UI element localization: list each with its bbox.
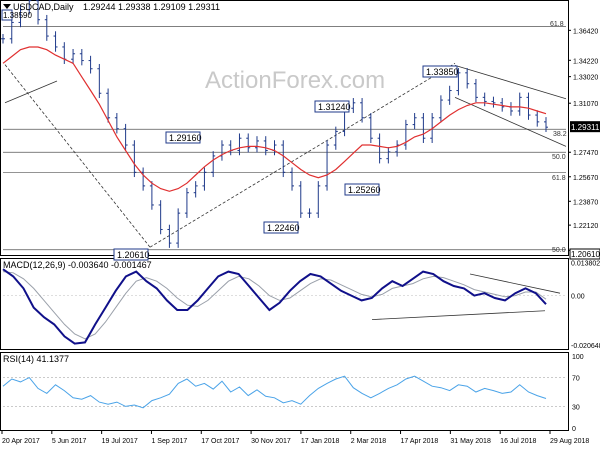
trendline-left: [4, 80, 58, 104]
annotation-1-33850: 1.33850: [422, 65, 459, 78]
annotation-label: 1.33850: [426, 67, 459, 77]
macd-tick-label: -0.020648: [571, 343, 600, 350]
current-price-label: 1.29311: [571, 123, 600, 132]
price-tick-label: 1.34220: [573, 58, 598, 65]
current-price-box: [570, 121, 600, 133]
x-tick-label: 17 Jan 2018: [301, 438, 340, 445]
rsi-tick-label: 30: [572, 404, 580, 411]
rsi-tick-label: 0: [572, 426, 576, 433]
annotation-1-22460: 1.22460: [263, 221, 300, 234]
price-tick-label: 1.22120: [573, 223, 598, 230]
rsi-tick-label: 70: [572, 376, 580, 383]
channel-lower: [454, 96, 567, 147]
trendline-dashed-up: [149, 62, 456, 248]
macd-signal-line: [2, 271, 547, 340]
rsi-title: RSI(14) 41.1377: [3, 354, 69, 364]
annotation-label: 1.29160: [169, 133, 202, 143]
annotation-label: 1.38590: [3, 11, 32, 20]
x-tick-label: 5 Jun 2017: [52, 438, 87, 445]
ohlc-label: 1.29244 1.29338 1.29109 1.29311: [83, 2, 220, 12]
x-tick-label: 30 Nov 2017: [251, 438, 291, 445]
price-tick-label: 1.23870: [573, 199, 598, 206]
rsi-panel: [0, 352, 569, 431]
fib-label: 61.8: [552, 175, 566, 182]
fib-label: 50.0: [552, 154, 566, 161]
price-tick-label: 1.36420: [573, 28, 598, 35]
x-tick-label: 1 Sep 2017: [151, 438, 187, 445]
rsi-line: [2, 375, 547, 409]
macd-tick-label: 0.00: [571, 294, 585, 301]
annotation-label: 1.25260: [348, 185, 381, 195]
annotation-label: 1.22460: [267, 223, 300, 233]
annotation-1-25260: 1.25260: [344, 183, 381, 196]
watermark: ActionForex.com: [205, 67, 385, 94]
x-tick-label: 17 Oct 2017: [201, 438, 239, 445]
annotation-label: 1.20610: [117, 250, 150, 260]
fib-label: 38.2: [553, 131, 567, 138]
macd-line: [2, 268, 547, 345]
fib-label: 61.8: [550, 21, 564, 28]
x-tick-label: 31 May 2018: [450, 438, 491, 445]
annotation-1-20610-a: 1.20610: [113, 248, 150, 261]
rsi-tick-label: 100: [572, 354, 584, 361]
macd-trendline-upper: [469, 273, 561, 294]
macd-tick-label: 0.013802: [571, 260, 600, 267]
moving-average-line: [2, 46, 547, 192]
price-tick-label: 1.27470: [573, 150, 598, 157]
x-tick-label: 29 Aug 2018: [550, 438, 589, 445]
macd-panel: [0, 258, 569, 350]
price-tick-label: 1.25670: [573, 175, 598, 182]
price-tick-label: 1.31070: [573, 101, 598, 108]
annotation-1-29160: 1.29160: [165, 131, 202, 144]
annotation-1-20610-b: 1.20610: [569, 248, 600, 260]
annotation-label: 1.31240: [318, 102, 351, 112]
price-title: USDCAD,Daily: [13, 2, 74, 12]
x-tick-label: 20 Apr 2017: [2, 438, 40, 445]
channel-upper: [454, 64, 567, 100]
dropdown-icon[interactable]: [3, 4, 11, 9]
price-tick-label: 1.33020: [573, 75, 598, 82]
x-tick-label: 2 Mar 2018: [351, 438, 387, 445]
annotation-1-31240: 1.31240: [314, 100, 351, 113]
trendline-dashed-down: [4, 64, 151, 248]
macd-trendline-lower: [371, 310, 546, 320]
x-tick-label: 19 Jul 2017: [102, 438, 138, 445]
x-tick-label: 17 Apr 2018: [401, 438, 439, 445]
x-tick-label: 16 Jul 2018: [500, 438, 536, 445]
annotation-1-38590: 1.38590: [1, 9, 32, 21]
annotation-label: 1.20610: [571, 250, 600, 259]
price-panel: [0, 0, 569, 256]
fib-label: 50.0: [552, 247, 566, 254]
macd-title: MACD(12,26,9) -0.003640 -0.001467: [3, 260, 152, 270]
